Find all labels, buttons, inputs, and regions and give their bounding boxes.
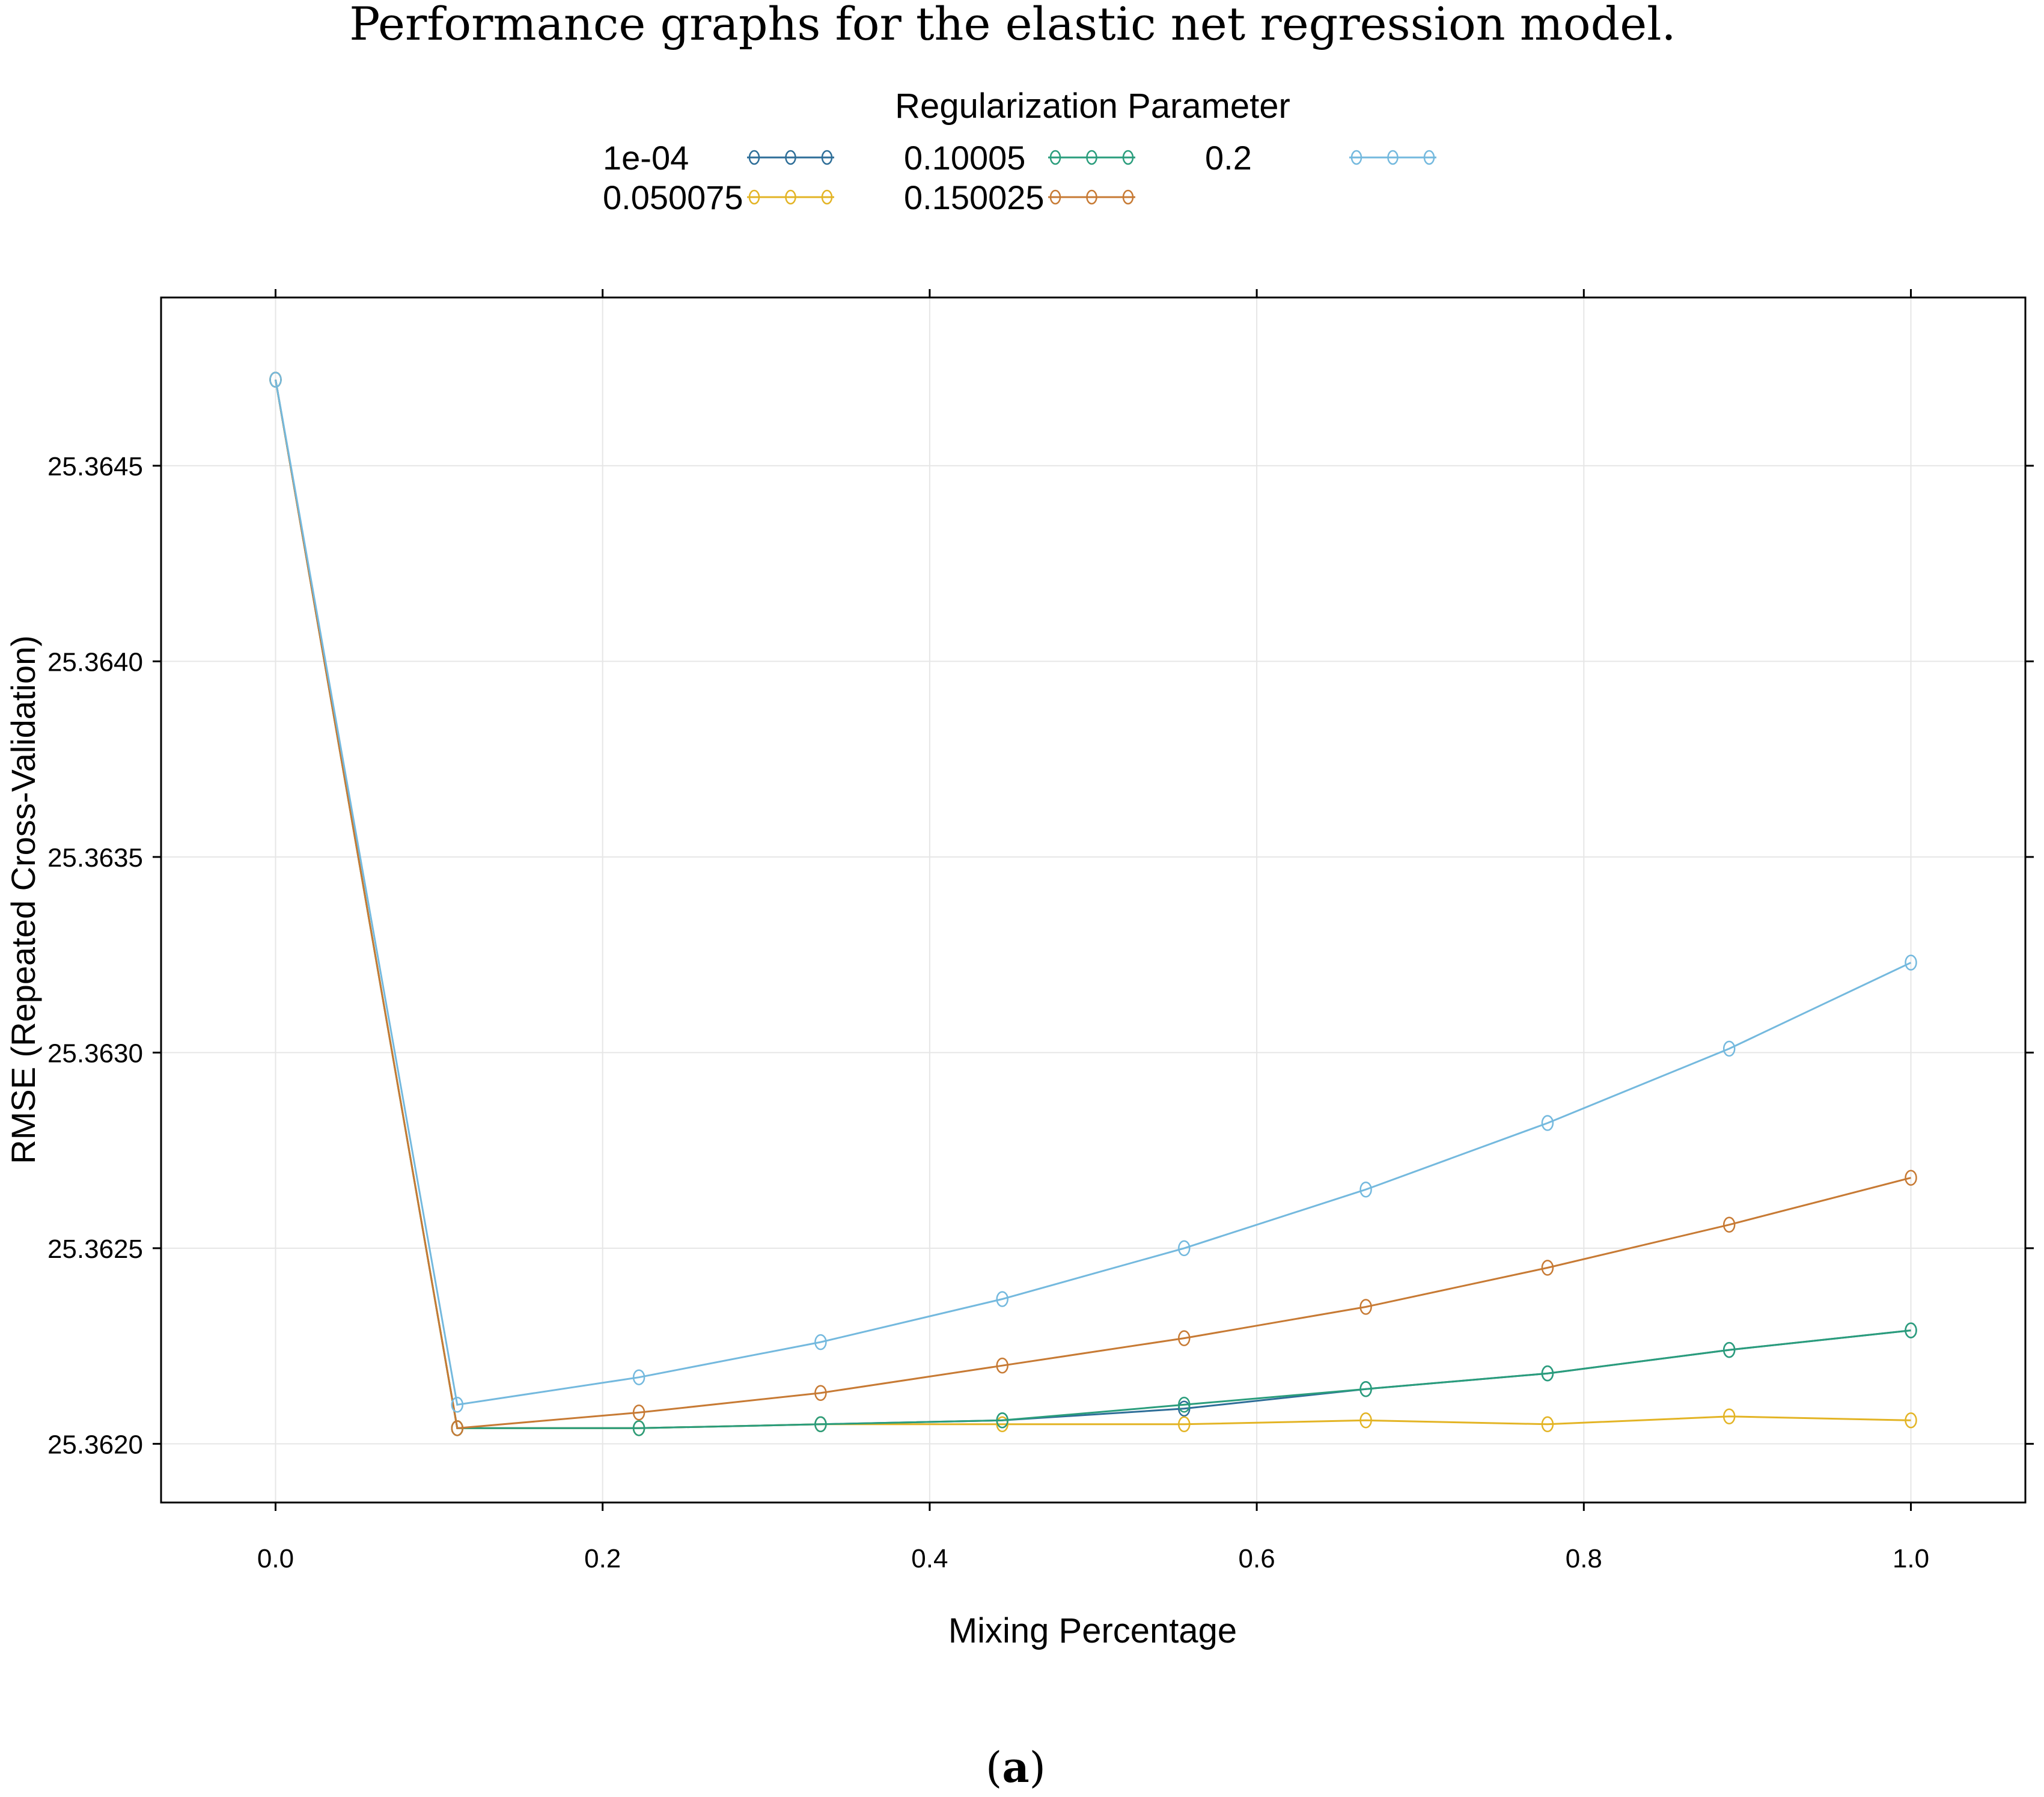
data-point <box>996 1357 1008 1374</box>
data-point <box>1722 1341 1736 1358</box>
legend-swatch-marker <box>785 150 796 165</box>
legend-swatch-marker <box>821 189 833 205</box>
plot-area: 0.0 0.2 0.4 0.6 0.8 1.0 25.3620 25.3625 25.3630 2… <box>47 289 2034 1573</box>
x-tick-label: 0.0 <box>257 1544 294 1573</box>
y-tick-label: 25.3630 <box>47 1039 143 1068</box>
y-tick-label: 25.3625 <box>47 1234 143 1264</box>
data-point <box>996 1416 1008 1433</box>
legend-swatch-marker <box>748 150 760 165</box>
data-point <box>1359 1381 1372 1397</box>
y-tick-label: 25.3620 <box>47 1430 143 1459</box>
data-point <box>1359 1181 1372 1198</box>
data-point <box>814 1385 827 1401</box>
data-point <box>1359 1412 1372 1429</box>
legend-swatch-marker <box>821 150 833 165</box>
legend-title: Regularization Parameter <box>895 87 1290 126</box>
legend-item: 0.150025 <box>904 178 1135 216</box>
legend-label: 0.050075 <box>603 178 743 216</box>
x-tick-label: 0.8 <box>1566 1544 1602 1573</box>
data-point <box>632 1405 645 1421</box>
subfigure-label: (a) <box>986 1742 1046 1792</box>
data-point <box>1178 1240 1191 1257</box>
data-point <box>1722 1408 1736 1425</box>
data-point <box>996 1412 1008 1429</box>
legend-swatch-marker <box>1350 150 1362 165</box>
data-point <box>1541 1115 1554 1131</box>
x-tick-label: 0.4 <box>911 1544 948 1573</box>
data-point <box>1905 1412 1917 1429</box>
series-layer <box>269 371 1917 1436</box>
legend-swatch-marker <box>1049 189 1061 205</box>
legend-item: 0.050075 <box>603 178 834 216</box>
data-point <box>1359 1299 1372 1315</box>
series-line <box>275 379 1911 1429</box>
plot-frame <box>160 296 2027 1504</box>
legend-swatch-marker <box>748 189 760 205</box>
subfigure-label-letter: a <box>1002 1742 1029 1792</box>
data-point <box>1178 1400 1191 1417</box>
legend-item: 1e-04 <box>603 139 834 177</box>
legend-label: 0.150025 <box>904 178 1045 216</box>
data-point <box>814 1334 827 1350</box>
data-point <box>814 1416 827 1433</box>
x-tick-label: 0.2 <box>584 1544 621 1573</box>
x-axis-label: Mixing Percentage <box>948 1611 1237 1650</box>
x-tick-label: 0.6 <box>1239 1544 1275 1573</box>
data-point <box>451 1397 464 1413</box>
series-2 <box>269 371 1917 1436</box>
legend-swatch-marker <box>1086 189 1097 205</box>
legend-label: 0.10005 <box>904 139 1025 177</box>
data-point <box>1178 1416 1191 1433</box>
data-point <box>1178 1397 1191 1413</box>
y-tick-label: 25.3640 <box>47 647 143 677</box>
series-line <box>275 379 1911 1429</box>
series-line <box>275 379 1912 1406</box>
legend-swatch-marker <box>1423 150 1435 165</box>
legend-swatch-marker <box>1387 150 1399 165</box>
legend-item: 0.10005 <box>904 139 1135 177</box>
legend-label: 0.2 <box>1205 139 1252 177</box>
data-point <box>632 1420 645 1436</box>
series-3 <box>269 371 1917 1436</box>
series-4 <box>269 371 1917 1436</box>
data-point <box>996 1291 1008 1307</box>
x-tick-label: 1.0 <box>1893 1544 1929 1573</box>
data-point <box>1541 1365 1554 1382</box>
series-line <box>275 379 1911 1429</box>
data-point <box>1905 954 1917 971</box>
legend-swatch-marker <box>1122 189 1134 205</box>
grid <box>161 297 2025 1503</box>
data-point <box>1722 1216 1736 1233</box>
data-point <box>1541 1260 1554 1276</box>
data-point <box>1541 1416 1554 1433</box>
legend-swatch-marker <box>785 189 796 205</box>
series-line <box>275 379 1911 1429</box>
subfigure-label-open: ( <box>986 1743 1002 1792</box>
series-5 <box>269 371 1917 1413</box>
series-1 <box>269 371 1917 1436</box>
legend: Regularization Parameter 1e-040.050075 0.… <box>603 87 1436 216</box>
subfigure-label-close: ) <box>1030 1743 1046 1792</box>
legend-item: 0.2 <box>1205 139 1436 177</box>
y-tick-label: 25.3645 <box>47 452 143 481</box>
y-axis-label: RMSE (Repeated Cross-Validation) <box>4 635 42 1164</box>
data-point <box>1722 1040 1736 1057</box>
data-point <box>632 1369 645 1385</box>
data-point <box>1178 1330 1191 1346</box>
legend-swatch-marker <box>1122 150 1134 165</box>
legend-swatch-marker <box>1049 150 1061 165</box>
figure-caption: Performance graphs for the elastic net r… <box>349 0 1676 50</box>
legend-label: 1e-04 <box>603 139 689 177</box>
data-point <box>1905 1170 1917 1186</box>
data-point <box>1905 1322 1917 1338</box>
data-point <box>269 371 282 388</box>
data-point <box>451 1420 464 1436</box>
y-tick-label: 25.3635 <box>47 843 143 873</box>
legend-swatch-marker <box>1086 150 1097 165</box>
axis-ticks: 0.0 0.2 0.4 0.6 0.8 1.0 25.3620 25.3625 25.3630 2… <box>47 289 2034 1573</box>
